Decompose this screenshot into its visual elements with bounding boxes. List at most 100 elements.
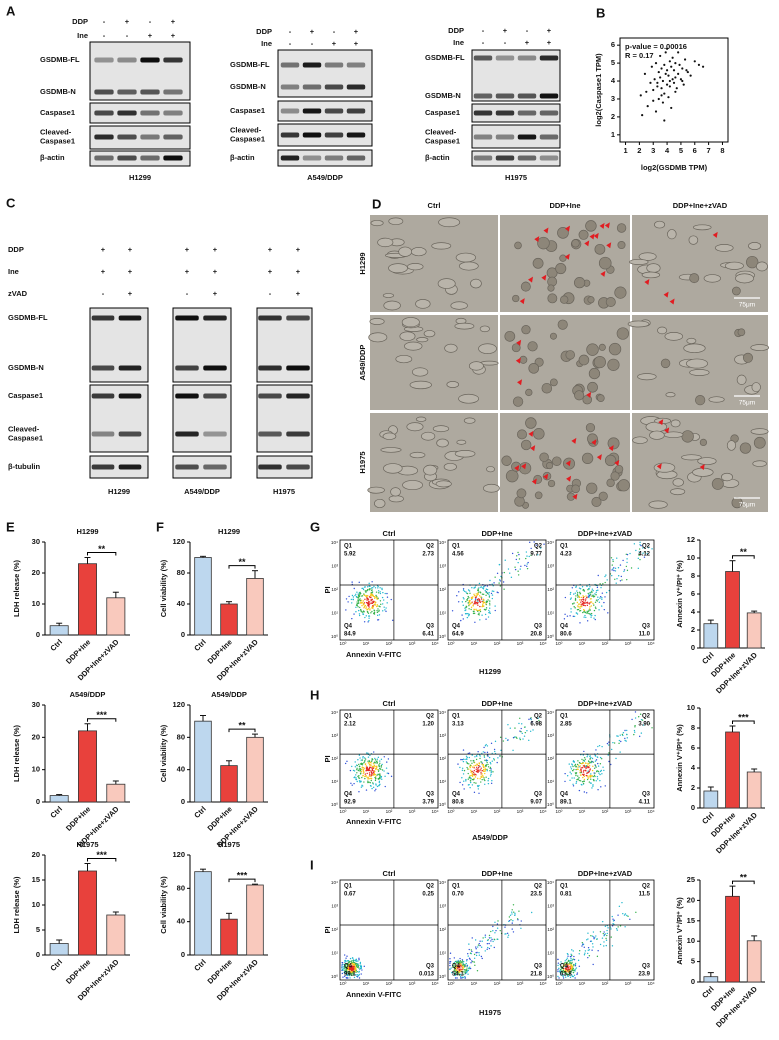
- event-dot: [368, 772, 371, 774]
- y-tick-label: 10³: [439, 733, 446, 738]
- event-dot: [583, 775, 586, 778]
- event-dot: [482, 751, 485, 753]
- event-dot: [473, 593, 475, 596]
- event-dot: [641, 719, 644, 721]
- band: [286, 393, 310, 399]
- y-tick-label: 10⁰: [331, 974, 338, 979]
- quadrant-value: 64.9: [452, 632, 464, 638]
- event-dot: [351, 970, 353, 972]
- cell: [383, 300, 401, 311]
- event-dot: [509, 572, 511, 574]
- event-dot: [370, 587, 373, 589]
- cell: [512, 294, 520, 303]
- event-dot: [474, 621, 476, 623]
- event-dot: [595, 591, 597, 594]
- y-tick-label: 10⁴: [439, 710, 446, 715]
- event-dot: [595, 749, 597, 751]
- event-dot: [593, 609, 596, 612]
- event-dot: [592, 784, 594, 786]
- event-dot: [583, 756, 586, 759]
- event-dot: [624, 913, 627, 915]
- event-dot: [575, 586, 577, 589]
- cell: [610, 471, 620, 481]
- event-dot: [373, 612, 376, 614]
- event-dot: [341, 967, 343, 969]
- event-dot: [458, 964, 461, 966]
- event-dot: [569, 963, 571, 965]
- x-tick-label: 10²: [494, 641, 501, 646]
- event-dot: [575, 765, 577, 767]
- event-dot: [591, 588, 594, 590]
- event-dot: [350, 969, 352, 971]
- event-dot: [530, 717, 532, 719]
- event-dot: [592, 775, 594, 778]
- event-dot: [615, 928, 618, 930]
- event-dot: [484, 934, 487, 936]
- event-dot: [565, 958, 568, 961]
- event-dot: [618, 905, 621, 908]
- event-dot: [359, 773, 362, 775]
- cell: [667, 229, 677, 240]
- cell: [724, 261, 744, 270]
- event-dot: [528, 555, 530, 558]
- point: [697, 63, 701, 66]
- y-tick-label: 10³: [331, 904, 338, 909]
- event-dot: [360, 964, 362, 967]
- event-dot: [590, 616, 592, 618]
- event-dot: [533, 541, 535, 543]
- event-dot: [470, 769, 472, 772]
- event-dot: [367, 760, 369, 762]
- event-dot: [491, 590, 494, 592]
- scale-bar-label: 75μm: [739, 502, 755, 509]
- event-dot: [363, 757, 366, 759]
- event-dot: [367, 777, 369, 779]
- event-dot: [498, 564, 501, 566]
- event-dot: [468, 603, 470, 606]
- event-dot: [382, 599, 385, 601]
- event-dot: [642, 724, 645, 726]
- event-dot: [473, 759, 475, 762]
- event-dot: [582, 589, 584, 591]
- event-dot: [366, 597, 368, 599]
- event-dot: [582, 596, 585, 599]
- event-dot: [487, 755, 489, 757]
- event-dot: [467, 953, 469, 955]
- event-dot: [463, 598, 465, 600]
- condition-name: Ine: [77, 31, 88, 40]
- event-dot: [510, 576, 513, 579]
- event-dot: [358, 592, 361, 594]
- band-label: GSDMB-FL: [40, 55, 80, 64]
- event-dot: [559, 969, 561, 972]
- event-dot: [608, 752, 610, 754]
- event-dot: [467, 595, 469, 598]
- event-dot: [346, 977, 349, 979]
- row-label: H1299: [358, 252, 367, 274]
- event-dot: [373, 751, 375, 753]
- event-dot: [465, 613, 468, 615]
- event-dot: [460, 963, 462, 965]
- event-dot: [605, 574, 607, 576]
- event-dot: [583, 765, 585, 767]
- event-dot: [511, 552, 514, 555]
- event-dot: [381, 763, 383, 766]
- event-dot: [488, 609, 490, 612]
- quadrant-name: Q4: [560, 792, 569, 798]
- flow-title: DDP+Ine+zVAD: [578, 699, 633, 708]
- event-dot: [352, 973, 355, 976]
- event-dot: [569, 598, 572, 600]
- event-dot: [478, 754, 481, 756]
- event-dot: [570, 768, 573, 770]
- event-dot: [607, 754, 609, 756]
- significance-bracket: [732, 880, 755, 885]
- event-dot: [564, 780, 566, 783]
- bar: [194, 557, 212, 636]
- event-dot: [348, 595, 350, 598]
- event-dot: [572, 969, 574, 972]
- event-dot: [510, 919, 512, 921]
- bar: [78, 563, 97, 636]
- cell: [708, 396, 725, 403]
- x-tick-label: 10⁴: [539, 809, 546, 814]
- event-dot: [350, 974, 353, 977]
- quadrant-value: 2.12: [344, 722, 356, 728]
- cell: [519, 355, 528, 364]
